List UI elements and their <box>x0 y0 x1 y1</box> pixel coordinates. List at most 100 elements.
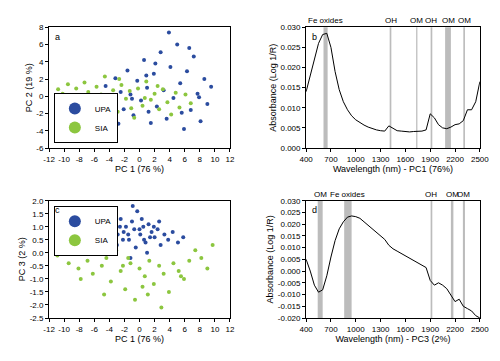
svg-text:Absorbance (Log 1/R): Absorbance (Log 1/R) <box>268 44 278 132</box>
svg-text:0.025: 0.025 <box>280 208 301 217</box>
svg-text:-6: -6 <box>91 325 99 334</box>
svg-text:0.020: 0.020 <box>280 63 301 72</box>
svg-text:2500: 2500 <box>471 325 489 334</box>
svg-text:4: 4 <box>167 155 172 164</box>
svg-text:2200: 2200 <box>446 325 464 334</box>
svg-text:4: 4 <box>39 58 44 67</box>
svg-text:PC 3 (2 %): PC 3 (2 %) <box>17 237 27 281</box>
svg-text:-1.0: -1.0 <box>30 275 44 284</box>
svg-text:10: 10 <box>210 325 219 334</box>
svg-text:OM: OM <box>458 16 471 25</box>
svg-text:2.0: 2.0 <box>32 197 44 206</box>
svg-text:-6: -6 <box>91 155 99 164</box>
svg-text:PC 1 (76 %): PC 1 (76 %) <box>115 334 164 344</box>
svg-text:OH: OH <box>425 190 437 199</box>
svg-text:b: b <box>312 32 317 42</box>
svg-text:6: 6 <box>39 40 44 49</box>
svg-text:700: 700 <box>324 325 338 334</box>
svg-text:1.0: 1.0 <box>32 223 44 232</box>
svg-text:-12: -12 <box>43 155 55 164</box>
svg-text:-8: -8 <box>76 325 84 334</box>
svg-text:8: 8 <box>198 155 203 164</box>
svg-text:-0.010: -0.010 <box>278 290 301 299</box>
svg-text:-2.0: -2.0 <box>30 301 44 310</box>
svg-text:-2: -2 <box>121 155 129 164</box>
svg-text:1000: 1000 <box>347 155 365 164</box>
svg-text:8: 8 <box>39 23 44 32</box>
svg-text:2: 2 <box>152 325 157 334</box>
svg-text:8: 8 <box>198 325 203 334</box>
svg-text:4: 4 <box>167 325 172 334</box>
svg-text:OM: OM <box>314 190 327 199</box>
svg-text:1.5: 1.5 <box>32 210 44 219</box>
svg-text:0.005: 0.005 <box>280 124 301 133</box>
svg-text:UPA: UPA <box>95 105 112 114</box>
svg-text:2: 2 <box>39 75 44 84</box>
svg-text:-2.5: -2.5 <box>30 314 44 323</box>
svg-text:a: a <box>55 32 60 42</box>
svg-text:OM: OM <box>457 190 470 199</box>
svg-text:Wavelength (nm) - PC1 (76%): Wavelength (nm) - PC1 (76%) <box>333 164 453 174</box>
svg-text:1600: 1600 <box>397 155 415 164</box>
svg-text:0.015: 0.015 <box>280 83 301 92</box>
svg-text:12: 12 <box>226 155 235 164</box>
svg-text:1900: 1900 <box>421 155 439 164</box>
svg-text:-2: -2 <box>36 109 44 118</box>
svg-text:0: 0 <box>137 325 142 334</box>
svg-text:1300: 1300 <box>372 325 390 334</box>
svg-text:0.030: 0.030 <box>280 197 301 206</box>
svg-text:-4: -4 <box>106 155 114 164</box>
svg-text:c: c <box>55 205 60 215</box>
svg-text:OM: OM <box>442 16 455 25</box>
svg-text:1000: 1000 <box>347 325 365 334</box>
svg-text:2500: 2500 <box>471 155 489 164</box>
svg-text:-0.015: -0.015 <box>278 302 301 311</box>
svg-text:0.020: 0.020 <box>280 220 301 229</box>
svg-text:2200: 2200 <box>446 155 464 164</box>
svg-text:Fe oxides: Fe oxides <box>330 190 365 199</box>
svg-text:0.015: 0.015 <box>280 232 301 241</box>
svg-text:SIA: SIA <box>95 236 109 245</box>
svg-text:400: 400 <box>299 325 313 334</box>
svg-text:0.0: 0.0 <box>32 249 44 258</box>
svg-text:6: 6 <box>183 155 188 164</box>
svg-text:0.025: 0.025 <box>280 43 301 52</box>
svg-text:-1.5: -1.5 <box>30 288 44 297</box>
svg-text:d: d <box>312 205 317 215</box>
svg-text:-6: -6 <box>36 144 44 153</box>
svg-text:-0.005: -0.005 <box>278 279 301 288</box>
svg-text:SIA: SIA <box>95 124 109 133</box>
svg-text:1600: 1600 <box>397 325 415 334</box>
svg-text:10: 10 <box>210 155 219 164</box>
svg-text:Fe oxides: Fe oxides <box>308 16 343 25</box>
svg-text:-10: -10 <box>58 155 70 164</box>
svg-text:1300: 1300 <box>372 155 390 164</box>
svg-text:1900: 1900 <box>421 325 439 334</box>
svg-text:-4: -4 <box>106 325 114 334</box>
svg-text:Wavelength (nm) - PC3 (2%): Wavelength (nm) - PC3 (2%) <box>335 334 450 344</box>
svg-text:700: 700 <box>324 155 338 164</box>
svg-text:0.5: 0.5 <box>32 236 44 245</box>
svg-text:2: 2 <box>152 155 157 164</box>
svg-text:0: 0 <box>137 155 142 164</box>
svg-text:0.030: 0.030 <box>280 23 301 32</box>
svg-text:-8: -8 <box>76 155 84 164</box>
svg-text:Absorbance (Log 1/R): Absorbance (Log 1/R) <box>265 215 275 303</box>
svg-text:-0.5: -0.5 <box>30 262 44 271</box>
svg-text:PC 2 (19 %): PC 2 (19 %) <box>24 63 34 112</box>
svg-text:0.005: 0.005 <box>280 255 301 264</box>
svg-text:0: 0 <box>39 92 44 101</box>
svg-text:UPA: UPA <box>95 217 112 226</box>
svg-text:12: 12 <box>226 325 235 334</box>
svg-text:0.000: 0.000 <box>280 267 301 276</box>
svg-text:0.010: 0.010 <box>280 104 301 113</box>
svg-text:6: 6 <box>183 325 188 334</box>
svg-text:400: 400 <box>299 155 313 164</box>
svg-text:-12: -12 <box>43 325 55 334</box>
svg-text:OM: OM <box>410 16 423 25</box>
svg-text:-4: -4 <box>36 127 44 136</box>
svg-text:-10: -10 <box>58 325 70 334</box>
svg-text:-0.020: -0.020 <box>278 314 301 323</box>
svg-text:0.010: 0.010 <box>280 243 301 252</box>
svg-text:OH: OH <box>385 16 397 25</box>
